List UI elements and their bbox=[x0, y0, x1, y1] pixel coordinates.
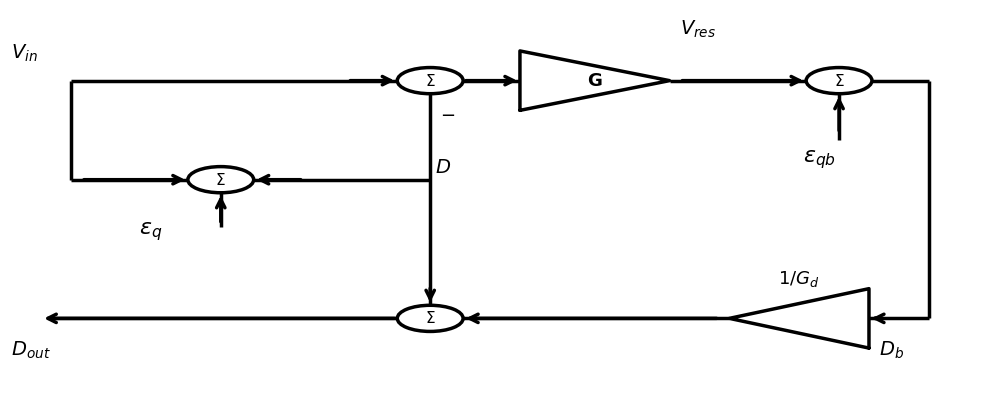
Text: $\Sigma$: $\Sigma$ bbox=[215, 172, 226, 188]
Text: $D_{out}$: $D_{out}$ bbox=[11, 340, 51, 361]
Text: $\varepsilon_{q}$: $\varepsilon_{q}$ bbox=[139, 220, 163, 243]
Text: $\varepsilon_{qb}$: $\varepsilon_{qb}$ bbox=[803, 148, 836, 171]
Text: $V_{res}$: $V_{res}$ bbox=[680, 18, 716, 40]
Text: $\Sigma$: $\Sigma$ bbox=[834, 73, 844, 89]
Text: G: G bbox=[587, 72, 602, 90]
Text: $-$: $-$ bbox=[440, 105, 455, 122]
Text: $D_b$: $D_b$ bbox=[879, 340, 904, 361]
Text: $V_{in}$: $V_{in}$ bbox=[11, 42, 38, 63]
Text: $\Sigma$: $\Sigma$ bbox=[425, 73, 436, 89]
Text: $1/G_d$: $1/G_d$ bbox=[778, 269, 820, 289]
Text: $D$: $D$ bbox=[435, 158, 451, 177]
Text: $\Sigma$: $\Sigma$ bbox=[425, 310, 436, 326]
